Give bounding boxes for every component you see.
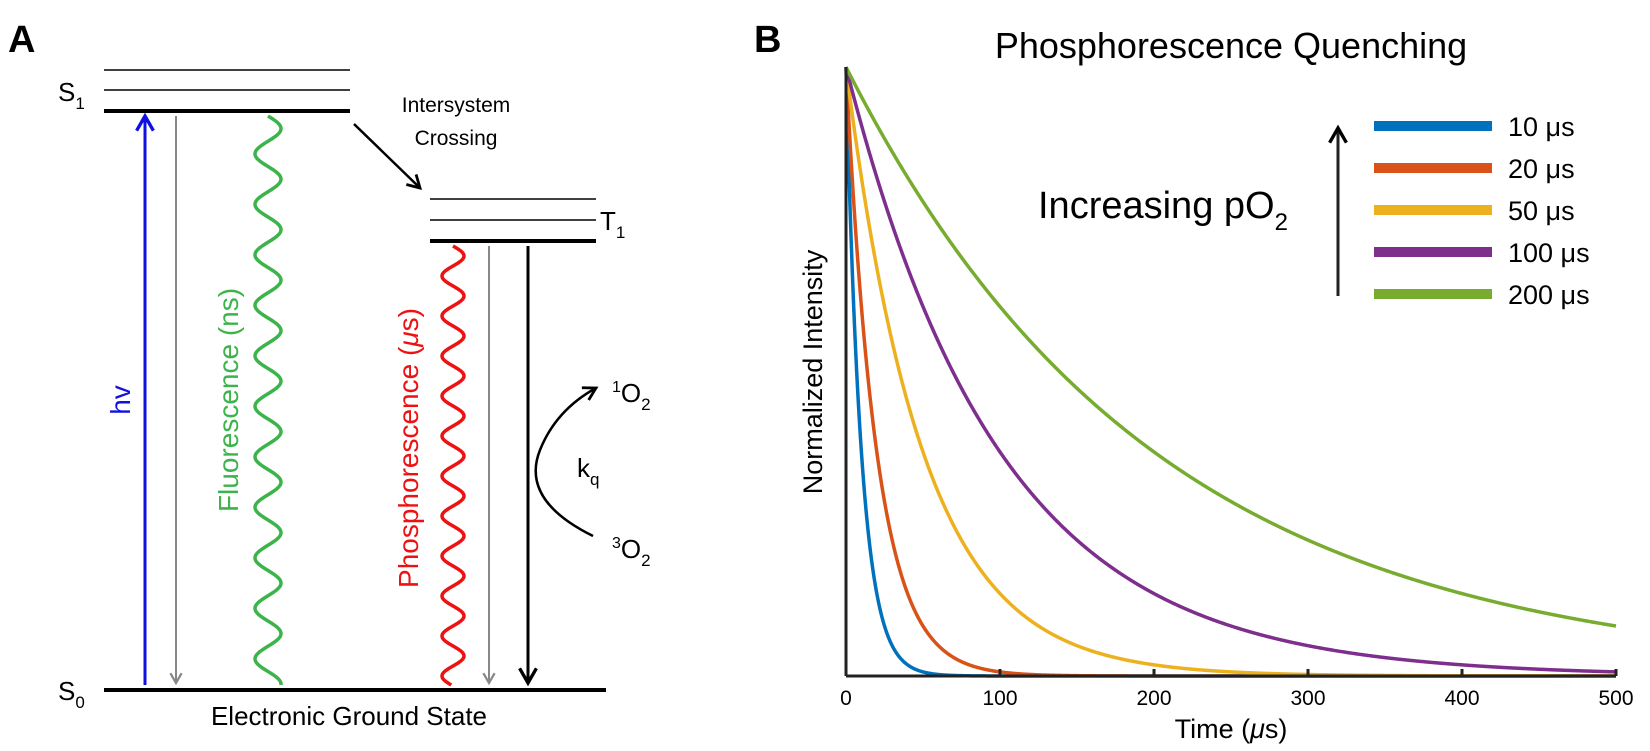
triplet-oxygen-label: 3O2	[612, 534, 651, 570]
decay-curve-tau-100	[844, 66, 1617, 674]
legend-label-tau-10: 10 μs	[1508, 112, 1575, 142]
chart-title: Phosphorescence Quenching	[995, 25, 1467, 66]
phosphorescence-wave	[440, 244, 466, 687]
isc-label-line1: Intersystem	[402, 94, 511, 117]
panel-b: B Phosphorescence Quenching Normalized I…	[754, 19, 1634, 744]
ground-state-label: Electronic Ground State	[211, 701, 487, 731]
legend-label-tau-100: 100 μs	[1508, 238, 1590, 268]
phosphorescence-label: Phosphorescence (μs)	[393, 308, 424, 588]
fluorescence-wave	[253, 114, 283, 686]
panel-a: A S1 T1 S0 Electronic Ground State Inter…	[8, 19, 651, 731]
singlet-oxygen-label: 1O2	[612, 378, 651, 414]
isc-arrow	[353, 123, 423, 190]
x-tick-label: 100	[982, 687, 1017, 710]
panel-a-label: A	[8, 19, 35, 61]
hv-label: hv	[105, 385, 136, 415]
x-tick-label: 400	[1444, 687, 1479, 710]
legend-label-tau-200: 200 μs	[1508, 280, 1590, 310]
decay-curve-tau-10	[844, 66, 1616, 678]
x-tick-label: 200	[1136, 687, 1171, 710]
chart-curves	[844, 66, 1617, 678]
x-axis-label: Time (μs)	[1175, 714, 1288, 744]
legend-label-tau-50: 50 μs	[1508, 196, 1575, 226]
decay-curve-tau-200	[844, 66, 1617, 628]
decay-curve-tau-50	[844, 66, 1616, 678]
fluorescence-label: Fluorescence (ns)	[213, 288, 244, 512]
t1-label: T1	[600, 206, 625, 242]
kq-label: kq	[577, 453, 599, 489]
s0-label: S0	[58, 676, 85, 712]
x-axis-ticks: 0 100 200 300 400 500	[840, 669, 1634, 710]
y-axis-label: Normalized Intensity	[798, 249, 828, 494]
decay-curve-tau-20	[844, 66, 1616, 678]
oxygen-conversion-arrow	[534, 386, 599, 538]
x-tick-label: 300	[1290, 687, 1325, 710]
legend: 10 μs 20 μs 50 μs 100 μs 200 μs	[1374, 112, 1590, 310]
isc-label-line2: Crossing	[415, 127, 498, 150]
x-tick-label: 500	[1598, 687, 1633, 710]
x-tick-label: 0	[840, 687, 852, 710]
increasing-po2-label: Increasing pO2	[1038, 185, 1288, 236]
panel-b-label: B	[754, 19, 781, 61]
legend-label-tau-20: 20 μs	[1508, 154, 1575, 184]
s1-label: S1	[58, 77, 85, 113]
